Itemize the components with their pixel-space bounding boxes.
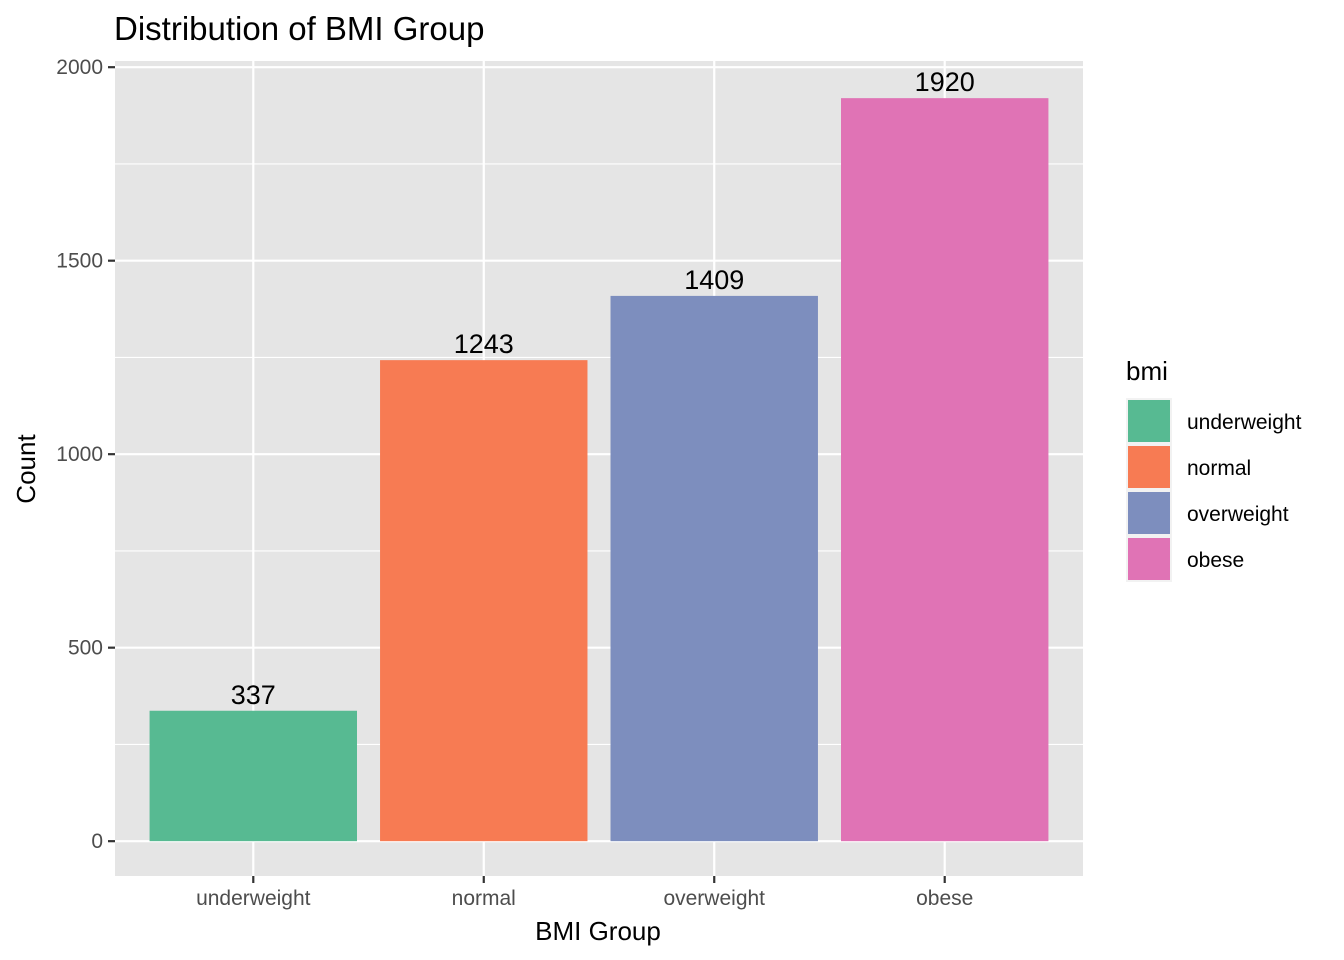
bar-underweight [149, 710, 357, 842]
x-tick-label: obese [916, 887, 973, 910]
data-label-normal: 1243 [454, 329, 514, 359]
y-tick-label: 1500 [56, 250, 103, 273]
bar-obese [841, 98, 1049, 842]
legend-title: bmi [1126, 356, 1168, 386]
x-tick-label: normal [452, 887, 516, 910]
x-tick-label: overweight [663, 887, 765, 910]
data-label-overweight: 1409 [684, 265, 744, 295]
data-label-underweight: 337 [231, 680, 276, 710]
legend-label-normal: normal [1187, 457, 1251, 480]
x-tick-label: underweight [196, 887, 311, 910]
legend-swatch-underweight [1128, 400, 1170, 442]
x-axis-title: BMI Group [535, 916, 661, 946]
y-tick-label: 2000 [56, 56, 103, 79]
chart-title: Distribution of BMI Group [114, 10, 484, 47]
legend-items: underweight normal overweight obese [1126, 398, 1302, 582]
legend: bmi underweight normal overweight obese [1126, 356, 1302, 582]
legend-label-underweight: underweight [1187, 411, 1302, 434]
y-tick-label: 0 [91, 830, 103, 853]
y-tick-label: 500 [68, 637, 103, 660]
data-label-obese: 1920 [915, 67, 975, 97]
bar-normal [380, 360, 588, 842]
legend-swatch-normal [1128, 446, 1170, 488]
bars [149, 98, 1049, 842]
bar-overweight [610, 295, 818, 842]
data-labels: 337 1243 1409 1920 [231, 67, 975, 710]
legend-label-obese: obese [1187, 549, 1244, 572]
legend-label-overweight: overweight [1187, 503, 1289, 526]
y-axis: 0 500 1000 1500 2000 [56, 56, 115, 853]
legend-swatch-overweight [1128, 492, 1170, 534]
x-axis: underweight normal overweight obese [196, 876, 973, 910]
legend-swatch-obese [1128, 538, 1170, 580]
y-axis-title: Count [11, 434, 41, 504]
y-tick-label: 1000 [56, 443, 103, 466]
